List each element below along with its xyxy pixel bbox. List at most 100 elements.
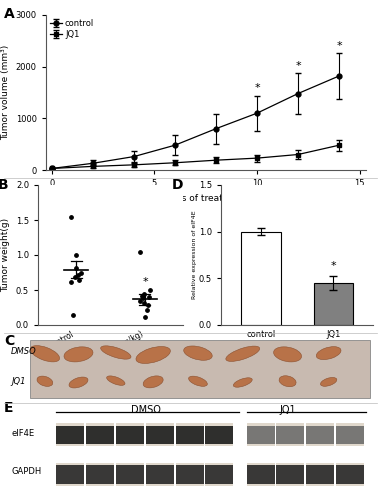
Ellipse shape: [101, 346, 131, 359]
Ellipse shape: [30, 346, 59, 362]
FancyBboxPatch shape: [116, 426, 144, 444]
FancyBboxPatch shape: [146, 466, 174, 484]
Text: eIF4E: eIF4E: [11, 428, 34, 438]
Ellipse shape: [64, 347, 93, 362]
Ellipse shape: [274, 347, 301, 362]
Bar: [241, 232, 281, 325]
Point: [139, 292, 145, 300]
FancyBboxPatch shape: [276, 423, 304, 446]
Text: *: *: [254, 83, 260, 93]
FancyBboxPatch shape: [336, 423, 364, 446]
FancyBboxPatch shape: [56, 466, 84, 484]
Text: A: A: [4, 7, 15, 21]
FancyBboxPatch shape: [336, 466, 364, 484]
Ellipse shape: [136, 346, 170, 364]
FancyBboxPatch shape: [176, 426, 203, 444]
FancyBboxPatch shape: [116, 462, 144, 486]
Ellipse shape: [37, 376, 53, 386]
Ellipse shape: [316, 346, 341, 360]
FancyBboxPatch shape: [176, 423, 203, 446]
Point: [139, 294, 146, 302]
FancyBboxPatch shape: [306, 423, 334, 446]
FancyBboxPatch shape: [146, 462, 174, 486]
Point: [147, 286, 153, 294]
Bar: [314, 283, 354, 325]
Text: *: *: [331, 261, 336, 271]
FancyBboxPatch shape: [86, 423, 114, 446]
Ellipse shape: [279, 376, 296, 386]
FancyBboxPatch shape: [247, 426, 274, 444]
Text: B: B: [0, 178, 8, 192]
Ellipse shape: [107, 376, 125, 386]
Point: [145, 302, 151, 310]
Text: JQ1: JQ1: [11, 377, 26, 386]
X-axis label: Days of treatment: Days of treatment: [165, 194, 247, 202]
Point: [68, 278, 74, 285]
Y-axis label: Tumor volume (mm³): Tumor volume (mm³): [1, 45, 10, 140]
Point: [70, 310, 77, 318]
FancyBboxPatch shape: [247, 462, 274, 486]
Text: *: *: [142, 276, 148, 286]
FancyBboxPatch shape: [205, 466, 234, 484]
Text: *: *: [336, 40, 342, 50]
FancyBboxPatch shape: [247, 466, 274, 484]
Ellipse shape: [226, 346, 260, 362]
Point: [141, 290, 147, 298]
FancyBboxPatch shape: [336, 462, 364, 486]
FancyBboxPatch shape: [176, 462, 203, 486]
Point: [78, 268, 84, 276]
FancyBboxPatch shape: [276, 426, 304, 444]
Ellipse shape: [184, 346, 212, 360]
FancyBboxPatch shape: [205, 462, 234, 486]
FancyBboxPatch shape: [176, 466, 203, 484]
FancyBboxPatch shape: [336, 426, 364, 444]
FancyBboxPatch shape: [86, 466, 114, 484]
Text: GAPDH: GAPDH: [11, 468, 42, 476]
FancyBboxPatch shape: [205, 423, 234, 446]
Ellipse shape: [189, 376, 207, 386]
FancyBboxPatch shape: [276, 466, 304, 484]
Text: DMSO: DMSO: [11, 348, 37, 356]
Point: [68, 212, 74, 220]
FancyBboxPatch shape: [116, 423, 144, 446]
FancyBboxPatch shape: [306, 466, 334, 484]
Point: [76, 276, 82, 283]
Point: [142, 312, 148, 320]
Text: E: E: [4, 400, 13, 414]
Point: [141, 298, 147, 306]
Text: JQ1: JQ1: [279, 406, 296, 415]
Text: DMSO: DMSO: [131, 406, 161, 415]
Point: [75, 270, 82, 278]
FancyBboxPatch shape: [276, 462, 304, 486]
Point: [137, 248, 143, 256]
Point: [137, 296, 143, 304]
FancyBboxPatch shape: [116, 466, 144, 484]
Y-axis label: Tumor weight(g): Tumor weight(g): [2, 218, 10, 292]
Y-axis label: Relative expression of eIF4E: Relative expression of eIF4E: [192, 210, 197, 300]
FancyBboxPatch shape: [86, 462, 114, 486]
Point: [144, 306, 150, 314]
Point: [73, 251, 79, 259]
Ellipse shape: [69, 377, 88, 388]
FancyBboxPatch shape: [56, 462, 84, 486]
Point: [146, 293, 152, 301]
FancyBboxPatch shape: [247, 423, 274, 446]
FancyBboxPatch shape: [205, 426, 234, 444]
FancyBboxPatch shape: [306, 462, 334, 486]
FancyBboxPatch shape: [146, 426, 174, 444]
FancyBboxPatch shape: [146, 423, 174, 446]
Point: [74, 264, 80, 272]
Ellipse shape: [320, 378, 337, 386]
FancyBboxPatch shape: [56, 423, 84, 446]
FancyBboxPatch shape: [86, 426, 114, 444]
FancyBboxPatch shape: [30, 340, 370, 398]
Ellipse shape: [233, 378, 252, 387]
FancyBboxPatch shape: [56, 426, 84, 444]
Point: [72, 274, 78, 281]
Legend: control, JQ1: control, JQ1: [50, 19, 94, 39]
Text: D: D: [172, 178, 184, 192]
Text: C: C: [4, 334, 14, 348]
FancyBboxPatch shape: [306, 426, 334, 444]
Ellipse shape: [143, 376, 163, 388]
Text: *: *: [295, 61, 301, 71]
